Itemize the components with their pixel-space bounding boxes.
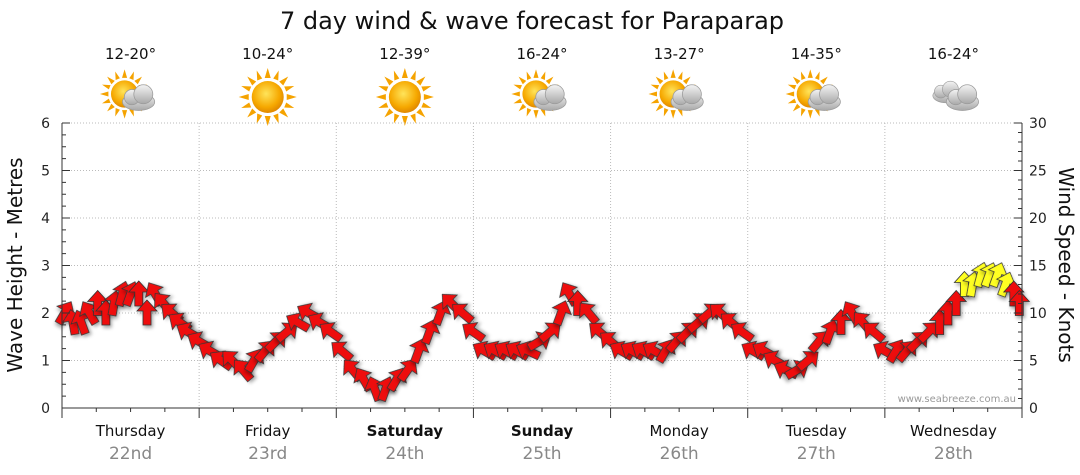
y-left-tick-label: 5 (41, 164, 50, 180)
wind-arrow (419, 319, 441, 346)
day-name-label: Saturday (367, 422, 444, 440)
sun-icon (375, 68, 434, 126)
temperature-range-label: 16-24° (516, 45, 567, 63)
wind-arrow (795, 351, 819, 372)
sun-cloud-icon (511, 69, 567, 119)
wind-arrow (462, 322, 487, 343)
sun-cloud-icon (99, 69, 156, 119)
y-right-tick-label: 10 (1029, 306, 1047, 322)
temperature-range-label: 14-35° (791, 45, 842, 63)
day-name-label: Monday (650, 422, 709, 440)
y-right-axis-label: Wind Speed - Knots (1054, 167, 1078, 363)
temperature-range-label: 12-20° (105, 45, 156, 63)
temperature-range-label: 10-24° (242, 45, 293, 63)
cloud-icon (932, 80, 979, 111)
chart-title: 7 day wind & wave forecast for Paraparap (280, 7, 784, 35)
wind-arrow (494, 340, 520, 362)
y-right-tick-label: 30 (1029, 116, 1047, 132)
sun-cloud-icon (785, 69, 841, 119)
day-name-label: Tuesday (785, 422, 847, 440)
wind-arrow (331, 341, 355, 363)
y-left-tick-label: 2 (41, 306, 50, 322)
chart-axes: 0 1 2 3 4 5 6 0 5 10 15 20 25 30 (41, 116, 1047, 418)
temperature-range-label: 16-24° (928, 45, 979, 63)
wind-arrow (430, 300, 452, 327)
y-right-tick-label: 25 (1029, 164, 1047, 180)
wind-arrow (452, 303, 475, 325)
wind-arrow (863, 322, 887, 344)
wind-arrow (731, 322, 755, 343)
wind-arrow (472, 340, 498, 362)
wind-arrows (54, 261, 1031, 403)
wind-arrow (319, 322, 344, 343)
y-left-tick-label: 1 (41, 354, 50, 370)
wind-arrow (1002, 280, 1025, 307)
wind-arrow (620, 340, 646, 362)
wind-arrow (631, 340, 657, 362)
chart-grid (62, 122, 1022, 408)
wind-arrow (609, 340, 635, 362)
day-date-label: 22nd (109, 444, 152, 464)
credit-text: www.seabreeze.com.au (898, 394, 1016, 405)
day-labels: Thursday 22nd Friday 23rd Saturday 24th Sunday… (95, 422, 997, 464)
temperature-range-label: 12-39° (379, 45, 430, 63)
weather-row: 12-20° 10-24° 12-39° 16-24° 13-27° 14-35° 16-2… (99, 45, 979, 126)
wind-arrow (807, 331, 829, 354)
y-left-tick-label: 3 (41, 259, 50, 275)
day-date-label: 24th (385, 444, 424, 464)
day-date-label: 26th (660, 444, 699, 464)
wind-arrow (741, 340, 767, 362)
y-right-tick-label: 5 (1029, 354, 1038, 370)
sun-cloud-icon (648, 69, 704, 119)
wind-arrow (579, 302, 600, 326)
wind-arrow (408, 338, 430, 365)
day-name-label: Wednesday (910, 422, 997, 440)
wind-arrow (537, 322, 561, 344)
wind-arrow (551, 300, 572, 327)
y-left-tick-label: 0 (41, 401, 50, 417)
y-left-tick-label: 4 (41, 211, 50, 227)
y-right-tick-label: 0 (1029, 401, 1038, 417)
y-left-tick-label: 6 (41, 116, 50, 132)
sun-icon (238, 68, 297, 126)
day-name-label: Thursday (95, 422, 166, 440)
day-date-label: 27th (797, 444, 836, 464)
day-name-label: Sunday (511, 422, 574, 440)
day-name-label: Friday (245, 422, 291, 440)
wind-arrow (916, 322, 939, 344)
wind-arrow (136, 299, 158, 326)
y-right-tick-label: 20 (1029, 211, 1047, 227)
day-date-label: 25th (522, 444, 561, 464)
wind-arrow (830, 308, 852, 335)
y-left-axis-label: Wave Height - Metres (3, 157, 27, 372)
day-date-label: 28th (934, 444, 973, 464)
wind-arrow (396, 358, 418, 383)
day-date-label: 23rd (248, 444, 287, 464)
wind-arrow (483, 340, 509, 362)
wind-arrow (566, 289, 589, 316)
temperature-range-label: 13-27° (654, 45, 705, 63)
y-right-tick-label: 15 (1029, 259, 1047, 275)
